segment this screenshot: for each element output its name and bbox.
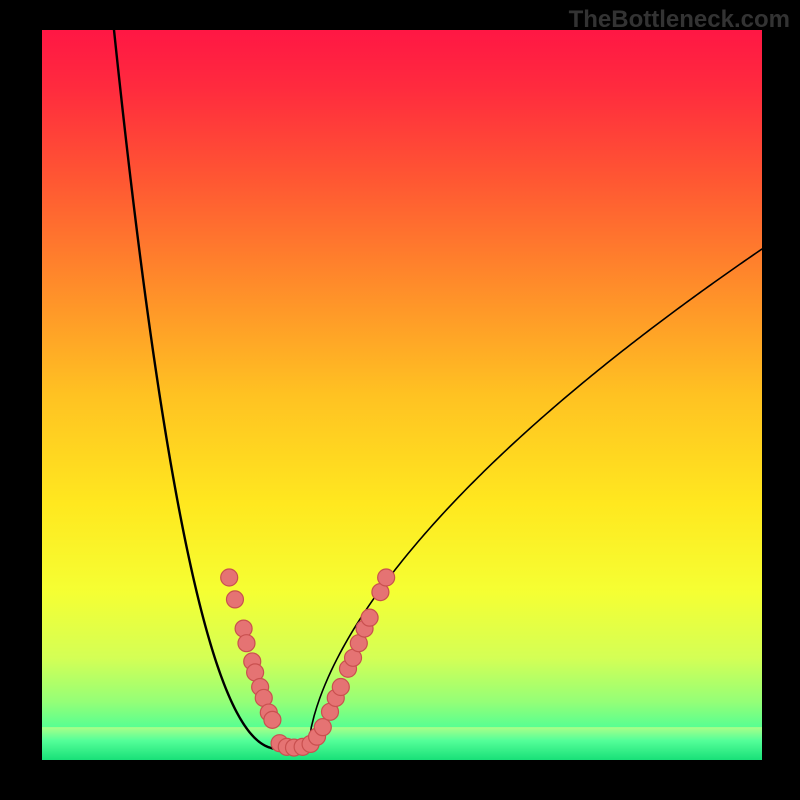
marker-point [378, 569, 395, 586]
marker-point [221, 569, 238, 586]
bottleneck-plot [0, 0, 800, 800]
marker-point [226, 591, 243, 608]
marker-point [264, 711, 281, 728]
marker-point [235, 620, 252, 637]
marker-point [238, 635, 255, 652]
gradient-background [42, 30, 762, 760]
marker-point [361, 609, 378, 626]
marker-point [314, 719, 331, 736]
green-band [42, 727, 762, 760]
watermark-text: TheBottleneck.com [569, 6, 790, 34]
chart-stage: TheBottleneck.com [0, 0, 800, 800]
marker-point [332, 679, 349, 696]
